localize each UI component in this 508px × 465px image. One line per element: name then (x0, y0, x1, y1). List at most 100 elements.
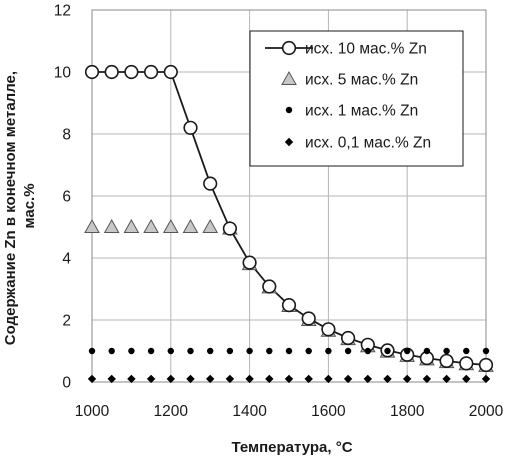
data-point (325, 347, 332, 355)
data-point (202, 218, 219, 233)
series-4-markers (87, 374, 491, 384)
data-point (343, 374, 353, 384)
data-point (225, 374, 235, 384)
data-point (123, 218, 140, 233)
data-point (284, 374, 294, 384)
data-point (206, 374, 215, 384)
legend-label: исх. 0,1 мас.% Zn (305, 135, 431, 152)
y-axis-label-line-2: мас.% (21, 183, 38, 228)
data-point (207, 347, 214, 355)
x-tick-label: 1800 (390, 403, 425, 420)
data-point (108, 347, 115, 355)
data-point (344, 347, 352, 355)
data-point (478, 357, 494, 373)
data-point (143, 218, 159, 233)
data-point (186, 374, 195, 384)
legend-label: исх. 5 мас.% Zn (305, 72, 418, 89)
y-tick-labels: 0 2 4 6 8 10 12 (54, 3, 72, 392)
data-point (462, 374, 471, 384)
series-markers (84, 64, 494, 384)
y-tick-label: 2 (62, 313, 71, 330)
data-point (147, 347, 155, 355)
data-point (281, 298, 297, 313)
data-point (203, 176, 218, 191)
data-point (88, 347, 96, 355)
data-point (246, 347, 253, 355)
data-point (166, 374, 175, 384)
data-point (305, 347, 312, 355)
data-point (167, 347, 174, 355)
data-point (84, 218, 100, 233)
data-point (363, 374, 372, 384)
data-point (128, 347, 135, 355)
data-point (162, 218, 179, 233)
data-point (84, 64, 100, 80)
data-point (222, 221, 237, 236)
data-point (459, 356, 474, 371)
data-point (262, 279, 277, 294)
data-point (103, 218, 120, 233)
legend-marker (281, 40, 297, 56)
data-point (242, 255, 257, 270)
legend-marker (284, 137, 294, 147)
x-tick-label: 1400 (232, 403, 267, 420)
data-point (404, 347, 411, 355)
data-point (285, 347, 293, 355)
data-point (439, 353, 454, 369)
y-tick-label: 4 (62, 251, 71, 268)
data-point (324, 374, 333, 384)
data-point (124, 64, 139, 80)
data-point (403, 374, 412, 384)
series-1-markers (84, 64, 494, 373)
y-tick-label: 6 (62, 189, 71, 206)
data-point (423, 347, 431, 355)
legend-label: исх. 10 мас.% Zn (305, 41, 427, 58)
series-3-markers (88, 347, 490, 355)
y-tick-label: 12 (54, 3, 71, 20)
data-point (87, 374, 97, 384)
legend-item-4: исх. 0,1 мас.% Zn (284, 135, 431, 152)
data-point (183, 120, 198, 135)
legend-marker (285, 106, 293, 114)
data-point (443, 347, 450, 355)
y-axis-label-line-1: Содержание Zn в конечном металле, (2, 71, 19, 345)
data-point (187, 347, 194, 355)
data-point (341, 330, 356, 346)
x-tick-label: 1200 (154, 403, 189, 420)
data-point (383, 374, 392, 384)
data-point (163, 64, 178, 80)
legend-item-3: исх. 1 мас.% Zn (285, 103, 418, 120)
x-tick-label: 2000 (469, 403, 504, 420)
data-point (442, 374, 451, 384)
data-point (384, 347, 391, 355)
data-point (321, 322, 336, 337)
data-point (182, 218, 199, 233)
data-point (226, 347, 234, 355)
legend-label: исх. 1 мас.% Zn (305, 103, 418, 120)
legend-marker (281, 70, 297, 85)
y-tick-label: 0 (62, 375, 71, 392)
legend: исх. 10 мас.% Zn исх. 5 мас.% Zn исх. 1 ма… (249, 30, 464, 167)
data-point (481, 374, 491, 384)
data-point (107, 374, 116, 384)
x-tick-label: 1600 (311, 403, 346, 420)
data-point (146, 374, 156, 384)
legend-item-1: исх. 10 мас.% Zn (265, 41, 427, 58)
data-point (245, 374, 254, 384)
legend-item-2: исх. 5 мас.% Zn (281, 70, 418, 89)
data-point (304, 374, 313, 384)
data-point (104, 64, 119, 80)
y-tick-label: 10 (54, 65, 72, 82)
data-point (463, 347, 470, 355)
data-point (482, 347, 490, 355)
data-point (301, 311, 316, 326)
y-tick-label: 8 (62, 127, 71, 144)
x-tick-labels: 1000 1200 1400 1600 1800 2000 (75, 403, 504, 420)
data-point (422, 374, 432, 384)
x-axis-label: Температура, °С (231, 439, 352, 456)
y-axis-label: Содержание Zn в конечном металле, мас.% (2, 67, 38, 345)
data-point (144, 64, 159, 80)
data-point (266, 347, 273, 355)
data-point (364, 347, 371, 355)
